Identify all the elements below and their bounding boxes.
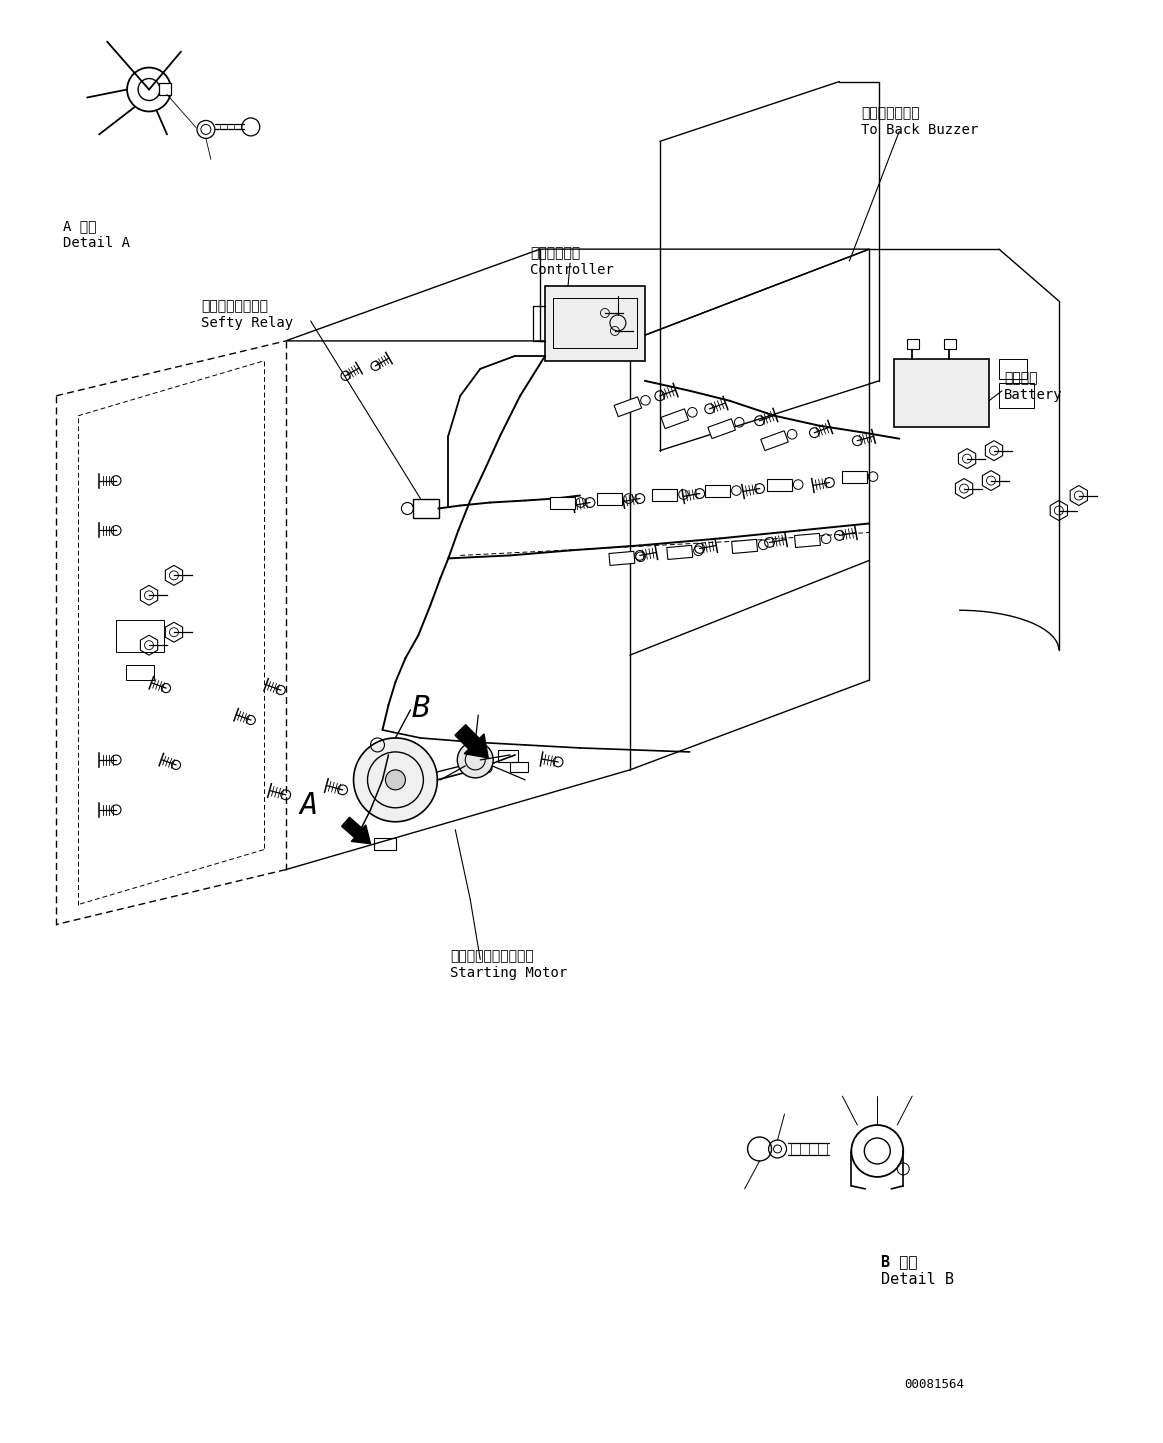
Text: Sefty Relay: Sefty Relay [201,316,293,330]
Bar [511,762,528,772]
Polygon shape [958,449,976,469]
Bar [126,665,154,680]
Text: セーフティリレー: セーフティリレー [201,299,267,313]
Text: Battery: Battery [1004,388,1063,401]
Polygon shape [956,479,972,498]
Polygon shape [597,303,614,323]
Bar [999,359,1027,380]
Text: B: B [412,694,429,723]
Bar [907,339,919,349]
Text: 00081564: 00081564 [904,1378,964,1391]
Polygon shape [165,566,183,586]
Polygon shape [165,622,183,642]
Polygon shape [768,479,792,491]
Polygon shape [708,418,735,439]
Bar [116,620,164,652]
Text: Controller: Controller [530,263,614,277]
Bar [413,498,440,518]
Polygon shape [141,586,158,605]
Text: コントローラ: コントローラ [530,247,580,260]
Bar [999,382,1034,408]
Polygon shape [141,635,158,655]
Bar [944,339,956,349]
Polygon shape [794,534,820,547]
Polygon shape [606,320,623,341]
Polygon shape [761,431,789,450]
Text: バッテリ: バッテリ [1004,371,1037,385]
Polygon shape [732,540,757,554]
Circle shape [385,771,406,789]
Text: バックブザーへ: バックブザーへ [862,107,920,120]
Text: Starting Motor: Starting Motor [450,967,568,980]
Polygon shape [598,492,622,505]
Text: A 詳細: A 詳細 [63,219,97,234]
Text: Detail B: Detail B [882,1271,955,1287]
Polygon shape [842,470,866,482]
Text: A: A [299,791,317,820]
Circle shape [457,742,493,778]
Bar [498,750,519,762]
Polygon shape [609,551,635,566]
Polygon shape [985,440,1003,460]
Polygon shape [652,489,677,501]
Circle shape [354,737,437,821]
Polygon shape [550,496,575,508]
FancyArrow shape [342,817,371,844]
Polygon shape [1050,501,1068,521]
Text: B 詳細: B 詳細 [882,1254,918,1268]
Bar [545,286,644,361]
Text: Detail A: Detail A [63,237,130,250]
Polygon shape [983,470,1000,491]
Polygon shape [661,408,688,429]
Polygon shape [1070,485,1087,505]
Bar [894,359,989,427]
Bar [159,82,171,94]
Polygon shape [666,545,693,560]
Polygon shape [614,397,642,417]
Polygon shape [705,485,730,496]
Text: To Back Buzzer: To Back Buzzer [862,124,978,137]
Text: スターティングモータ: スターティングモータ [450,949,534,964]
FancyArrow shape [455,724,488,758]
Bar [374,838,397,850]
